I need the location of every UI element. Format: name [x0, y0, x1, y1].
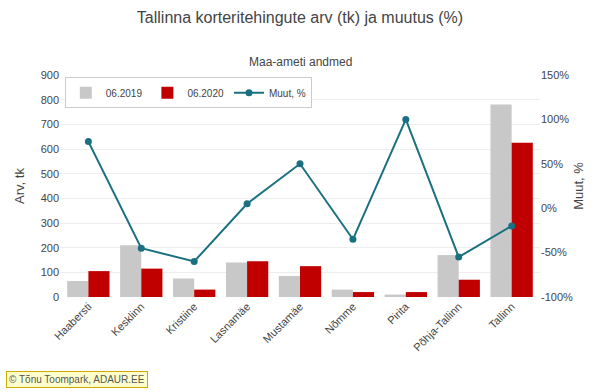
svg-text:400: 400 — [41, 192, 59, 204]
svg-text:200: 200 — [41, 242, 59, 254]
svg-text:Põhja-Tallinn: Põhja-Tallinn — [411, 300, 464, 353]
svg-text:Muut, %: Muut, % — [269, 88, 306, 99]
svg-text:300: 300 — [41, 217, 59, 229]
svg-text:Mustamäe: Mustamäe — [261, 300, 306, 345]
svg-text:Pirita: Pirita — [385, 300, 412, 327]
svg-text:Muut, %: Muut, % — [571, 162, 586, 210]
svg-text:Kristiine: Kristiine — [163, 300, 199, 336]
svg-text:800: 800 — [41, 94, 59, 106]
svg-text:Tallinna korteritehingute arv: Tallinna korteritehingute arv (tk) ja mu… — [137, 9, 463, 26]
svg-text:06.2020: 06.2020 — [187, 88, 224, 99]
svg-text:150%: 150% — [541, 69, 569, 81]
svg-text:900: 900 — [41, 69, 59, 81]
svg-text:-50%: -50% — [541, 246, 567, 258]
svg-text:Kesklinn: Kesklinn — [109, 300, 147, 338]
svg-text:Arv, tk: Arv, tk — [12, 168, 27, 204]
svg-text:Haabersti: Haabersti — [52, 300, 94, 342]
svg-text:Tallinn: Tallinn — [486, 300, 517, 331]
svg-text:500: 500 — [41, 168, 59, 180]
svg-text:100: 100 — [41, 266, 59, 278]
svg-text:Maa-ameti andmed: Maa-ameti andmed — [249, 55, 352, 69]
svg-text:600: 600 — [41, 143, 59, 155]
svg-text:0%: 0% — [541, 202, 557, 214]
svg-text:700: 700 — [41, 118, 59, 130]
svg-text:-100%: -100% — [541, 291, 573, 303]
svg-text:06.2019: 06.2019 — [106, 88, 143, 99]
svg-text:© Tõnu Toompark, ADAUR.EE: © Tõnu Toompark, ADAUR.EE — [9, 374, 145, 385]
svg-text:Nõmme: Nõmme — [322, 300, 358, 336]
svg-text:0: 0 — [53, 291, 59, 303]
svg-text:Lasnamäe: Lasnamäe — [208, 300, 253, 345]
svg-text:50%: 50% — [541, 158, 563, 170]
svg-text:100%: 100% — [541, 113, 569, 125]
